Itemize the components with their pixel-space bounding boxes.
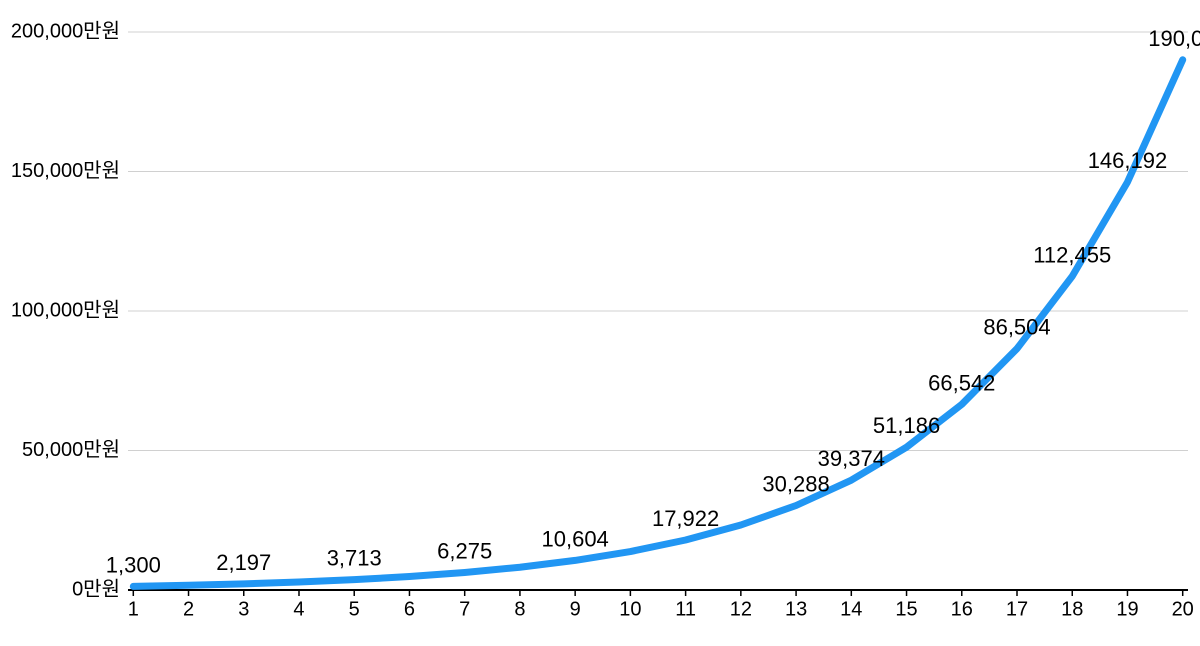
data-point-label: 146,192: [1088, 148, 1168, 173]
data-point-label: 30,288: [762, 471, 829, 496]
data-point-label: 6,275: [437, 538, 492, 563]
x-axis-tick-label: 15: [895, 599, 917, 621]
data-point-label: 3,713: [327, 546, 382, 571]
data-point-label: 10,604: [542, 526, 609, 551]
x-axis-tick-label: 4: [293, 599, 304, 621]
x-axis-tick-label: 5: [349, 599, 360, 621]
x-axis-tick-label: 8: [514, 599, 525, 621]
y-axis-tick-label: 50,000만원: [22, 438, 120, 461]
data-point-label: 51,186: [873, 413, 940, 438]
x-axis-tick-label: 14: [840, 599, 862, 621]
x-axis-tick-label: 2: [183, 599, 194, 621]
data-point-label: 190,050: [1148, 26, 1200, 51]
x-axis-tick-label: 10: [619, 599, 641, 621]
data-point-label: 17,922: [652, 506, 719, 531]
y-axis-tick-label: 100,000만원: [11, 298, 120, 321]
x-axis-tick-label: 19: [1116, 599, 1138, 621]
y-axis-tick-label: 150,000만원: [11, 159, 120, 182]
x-axis-tick-label: 16: [951, 599, 973, 621]
x-axis-tick-label: 9: [570, 599, 581, 621]
x-axis-tick-label: 1: [128, 599, 139, 621]
data-point-label: 112,455: [1033, 242, 1111, 267]
data-point-label: 2,197: [216, 550, 271, 575]
x-axis-tick-label: 17: [1006, 599, 1028, 621]
x-axis-tick-label: 20: [1172, 599, 1194, 621]
x-axis-tick-label: 13: [785, 599, 807, 621]
data-point-label: 66,542: [928, 370, 995, 395]
y-axis-tick-label: 200,000만원: [11, 19, 120, 42]
y-axis-tick-label: 0만원: [72, 577, 120, 600]
growth-line-chart: 0만원50,000만원100,000만원150,000만원200,000만원12…: [0, 0, 1200, 646]
data-point-label: 1,300: [106, 552, 161, 577]
x-axis-tick-label: 11: [675, 599, 696, 621]
x-axis-tick-label: 6: [404, 599, 415, 621]
data-point-label: 39,374: [818, 446, 885, 471]
x-axis-tick-label: 18: [1061, 599, 1083, 621]
data-point-label: 86,504: [983, 315, 1050, 340]
x-axis-tick-label: 12: [730, 599, 752, 621]
x-axis-tick-label: 3: [238, 599, 249, 621]
x-axis-tick-label: 7: [459, 599, 470, 621]
